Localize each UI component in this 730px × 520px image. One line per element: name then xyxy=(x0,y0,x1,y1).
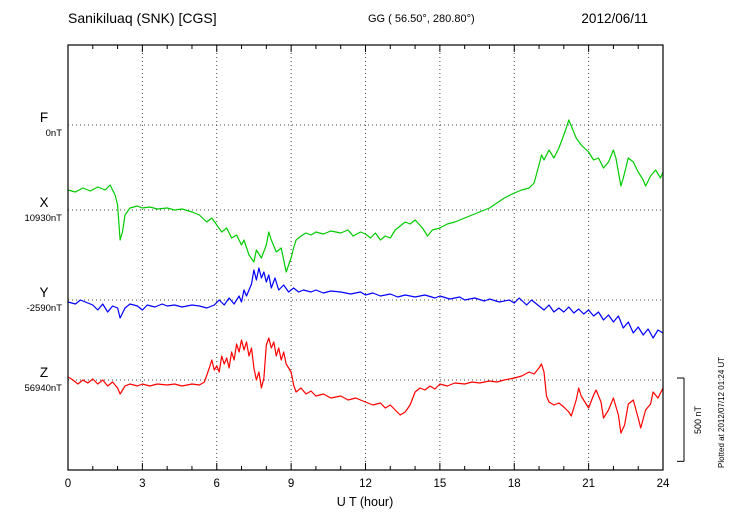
x-tick-label: 12 xyxy=(359,478,372,490)
baseline-value-Y: -2590nT xyxy=(27,303,63,314)
trace-Y xyxy=(67,267,664,339)
component-label-Y: Y xyxy=(39,285,48,300)
station-title: Sanikiluaq (SNK) [CGS] xyxy=(68,10,217,26)
trace-X xyxy=(67,119,664,273)
component-label-F: F xyxy=(40,110,48,125)
x-axis-title: U T (hour) xyxy=(337,495,394,509)
x-tick-label: 15 xyxy=(433,478,446,490)
plot-frame xyxy=(67,44,664,471)
scale-bar-label: 500 nT xyxy=(693,405,703,434)
component-label-Z: Z xyxy=(40,365,48,380)
plotted-at-note: Plotted at 2012/07/12 01:24 UT xyxy=(717,357,726,468)
x-tick-label: 0 xyxy=(65,478,71,490)
plot-date: 2012/06/11 xyxy=(581,11,648,26)
baseline-value-Z: 56940nT xyxy=(24,383,62,394)
baseline-value-X: 10930nT xyxy=(24,213,62,224)
x-tick-label: 6 xyxy=(214,478,220,490)
x-tick-label: 18 xyxy=(508,478,521,490)
x-tick-label: 24 xyxy=(657,478,670,490)
x-tick-label: 21 xyxy=(582,478,595,490)
x-tick-label: 3 xyxy=(139,478,145,490)
component-label-X: X xyxy=(39,195,48,210)
gg-coordinates: GG ( 56.50°, 280.80°) xyxy=(368,13,475,25)
x-tick-label: 9 xyxy=(288,478,294,490)
baseline-value-F: 0nT xyxy=(46,128,63,139)
trace-Z xyxy=(67,337,664,434)
